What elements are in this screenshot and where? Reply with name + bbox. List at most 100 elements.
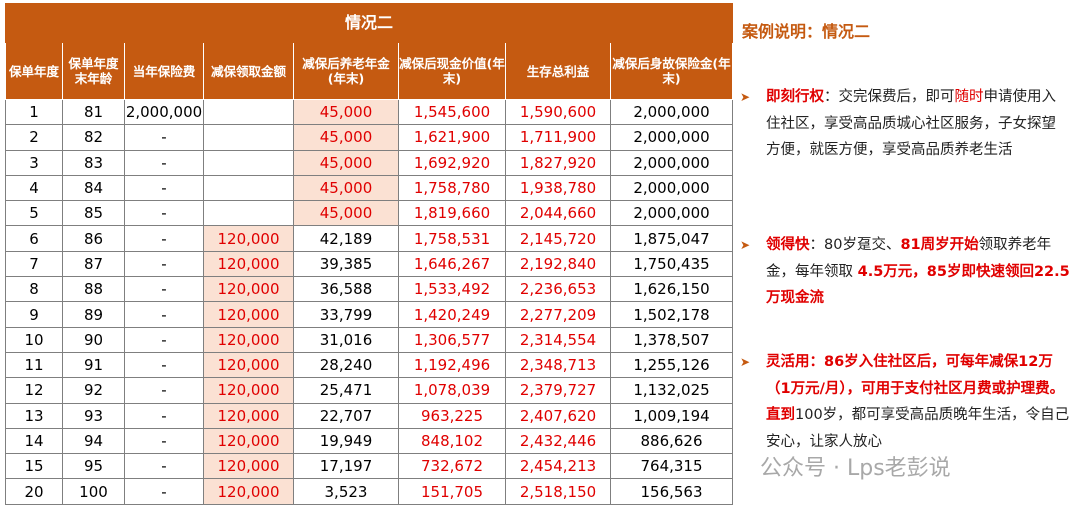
column-header: 生存总利益 <box>505 42 611 100</box>
table-cell: 13 <box>5 402 63 429</box>
table-cell: 1,378,507 <box>609 326 734 353</box>
table-cell: 2,236,653 <box>505 276 611 303</box>
table-cell: 2,192,840 <box>505 250 611 278</box>
table-cell: 45,000 <box>293 124 399 151</box>
note-text: 随时 <box>954 89 984 105</box>
table-cell: - <box>124 149 204 176</box>
table-cell: 84 <box>62 174 125 202</box>
note-text: 即刻行权 <box>766 89 824 105</box>
table-cell: 22,707 <box>293 402 399 429</box>
table-cell: 1,533,492 <box>398 276 506 303</box>
table-cell: - <box>124 326 204 353</box>
table-cell: - <box>124 402 204 429</box>
table-cell: 45,000 <box>293 98 399 126</box>
note-text: 灵活用：86岁入住社区后，可每年减保12万（1万元/月），可用于支付社区月费或护… <box>766 354 1065 423</box>
table-cell: - <box>124 124 204 151</box>
table-cell: 120,000 <box>203 427 294 455</box>
table-cell: 963,225 <box>398 402 506 429</box>
table-cell: 764,315 <box>609 453 734 480</box>
table-cell <box>203 98 294 126</box>
table-cell: 94 <box>62 427 125 455</box>
table-cell: 95 <box>62 453 125 480</box>
bullet-arrow: ➤ <box>740 90 751 104</box>
table-row: 15 95-120,000 17,197 732,672 2,454,213 764,31… <box>5 453 734 480</box>
table-cell: - <box>124 174 204 202</box>
table-cell: 11 <box>5 351 63 379</box>
table-cell: 2,277,209 <box>505 301 611 328</box>
table-cell: 2,044,660 <box>505 200 611 227</box>
table-cell <box>203 200 294 227</box>
table-row: 2 82- 45,000 1,621,900 1,711,900 2,000,000 <box>5 124 734 151</box>
table-cell: 1,758,780 <box>398 174 506 202</box>
table-cell: 93 <box>62 402 125 429</box>
table-cell: 8 <box>5 276 63 303</box>
table-cell: 120,000 <box>203 377 294 404</box>
note-text: ：交完保费后，即可 <box>824 89 955 105</box>
table-cell: 120,000 <box>203 250 294 278</box>
table-row: 6 86-120,000 42,189 1,758,531 2,145,720 1,875… <box>5 225 734 252</box>
table-cell: 45,000 <box>293 174 399 202</box>
table-cell: 151,705 <box>398 478 506 505</box>
column-header: 减保后身故保险金(年末) <box>609 42 734 100</box>
table-cell: 2,000,000 <box>609 200 734 227</box>
table-cell: 2 <box>5 124 63 151</box>
table-cell: 1,875,047 <box>609 225 734 252</box>
column-header: 减保后现金价值(年末) <box>398 42 506 100</box>
table-cell: 2,454,213 <box>505 453 611 480</box>
table-cell: - <box>124 225 204 252</box>
table-cell: 1,692,920 <box>398 149 506 176</box>
table-cell: - <box>124 200 204 227</box>
table-cell: 4 <box>5 174 63 202</box>
table-cell <box>203 124 294 151</box>
table-cell: 7 <box>5 250 63 278</box>
table-row: 20 100-120,000 3,523 151,705 2,518,150 156,56… <box>5 478 734 505</box>
table-cell: 1,255,126 <box>609 351 734 379</box>
table-cell: 732,672 <box>398 453 506 480</box>
table-cell: 848,102 <box>398 427 506 455</box>
notes-title: 案例说明：情况二 <box>742 22 871 41</box>
table-cell: 6 <box>5 225 63 252</box>
table-cell: 45,000 <box>293 149 399 176</box>
column-header: 保单年度 <box>5 42 63 100</box>
table-cell: 120,000 <box>203 326 294 353</box>
table-cell: 1,626,150 <box>609 276 734 303</box>
table-cell: 20 <box>5 478 63 505</box>
table-cell: - <box>124 453 204 480</box>
note-item: ➤ 即刻行权：交完保费后，即可随时申请使用入住社区，享受高品质城心社区服务，子女探… <box>740 84 1070 164</box>
table-cell: 2,518,150 <box>505 478 611 505</box>
table-cell: 1,502,178 <box>609 301 734 328</box>
table-cell: 120,000 <box>203 402 294 429</box>
table-cell: 19,949 <box>293 427 399 455</box>
table-cell: 1 <box>5 98 63 126</box>
table-cell: 1,758,531 <box>398 225 506 252</box>
table-row: 10 90-120,000 31,016 1,306,577 2,314,554 1,37… <box>5 326 734 353</box>
note-text: 4.5万元，85岁即快速领回22.5万现金流 <box>766 263 1070 307</box>
table-row: 7 87-120,000 39,385 1,646,267 2,192,840 1,750… <box>5 250 734 278</box>
column-header: 保单年度末年龄 <box>62 42 125 100</box>
table-cell: 42,189 <box>293 225 399 252</box>
note-text: 领得快 <box>766 237 810 253</box>
bullet-arrow: ➤ <box>740 355 751 369</box>
table-cell: 1,590,600 <box>505 98 611 126</box>
table-cell: 39,385 <box>293 250 399 278</box>
table-cell: 45,000 <box>293 200 399 227</box>
table-cell: 33,799 <box>293 301 399 328</box>
table-cell: 90 <box>62 326 125 353</box>
table-cell: 1,306,577 <box>398 326 506 353</box>
note-item: ➤ 领得快：80岁趸交、81周岁开始领取养老年金，每年领取 4.5万元，85岁即快… <box>740 232 1070 312</box>
table-cell: - <box>124 377 204 404</box>
table-cell: 1,545,600 <box>398 98 506 126</box>
table-cell: - <box>124 276 204 303</box>
table-cell: 82 <box>62 124 125 151</box>
table-cell: 1,711,900 <box>505 124 611 151</box>
table-row: 4 84- 45,000 1,758,780 1,938,780 2,000,000 <box>5 174 734 202</box>
table-cell: 87 <box>62 250 125 278</box>
table-row: 3 83- 45,000 1,692,920 1,827,920 2,000,000 <box>5 149 734 176</box>
note-text: 领取养老年金，每年领取 <box>766 237 1052 280</box>
table-cell: 3,523 <box>293 478 399 505</box>
column-header: 减保后养老年金(年末) <box>293 42 399 100</box>
table-cell: 91 <box>62 351 125 379</box>
table-cell: 156,563 <box>609 478 734 505</box>
table-row: 1 81 2,000,000 45,000 1,545,600 1,590,600 2,00… <box>5 98 734 126</box>
